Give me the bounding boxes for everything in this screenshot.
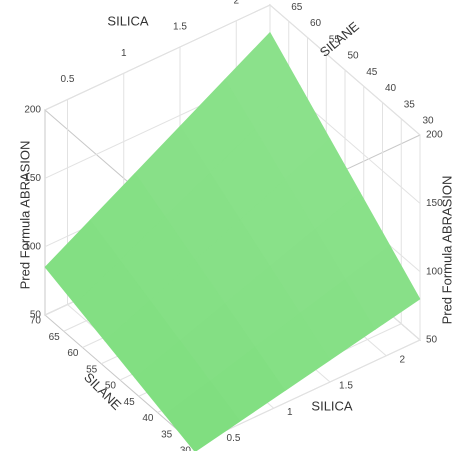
z-tick-label: 150 bbox=[24, 173, 41, 184]
x-tick-label: 0.5 bbox=[61, 74, 75, 85]
z-tick-label: 50 bbox=[30, 310, 42, 321]
x-tick-label: 0.5 bbox=[227, 433, 241, 444]
y-tick-label: 35 bbox=[161, 429, 173, 440]
x-tick-label: 2 bbox=[399, 354, 405, 365]
y-tick-label: 50 bbox=[347, 51, 359, 62]
x-tick-label: 1.5 bbox=[173, 22, 187, 33]
y-tick-label: 65 bbox=[49, 332, 61, 343]
axis-title-x: SILICA bbox=[107, 13, 149, 28]
y-tick-label: 65 bbox=[291, 2, 303, 13]
y-tick-label: 40 bbox=[385, 83, 397, 94]
grid-line bbox=[44, 4, 271, 111]
y-tick-label: 50 bbox=[105, 381, 117, 392]
x-tick-label: 1 bbox=[121, 48, 127, 59]
y-tick-label: 35 bbox=[404, 99, 416, 110]
y-tick-label: 70 bbox=[30, 316, 42, 327]
y-tick-label: 45 bbox=[366, 67, 378, 78]
axis-title-x: SILICA bbox=[311, 398, 353, 413]
x-tick-label: 2 bbox=[233, 0, 239, 6]
z-tick-label: 150 bbox=[426, 198, 443, 209]
z-tick-label: 100 bbox=[426, 266, 443, 277]
z-tick-label: 200 bbox=[426, 130, 443, 141]
y-tick-label: 30 bbox=[180, 446, 192, 451]
x-tick-label: 1 bbox=[287, 407, 293, 418]
y-tick-label: 30 bbox=[422, 116, 434, 127]
surface bbox=[44, 31, 421, 451]
surface-cell bbox=[164, 380, 241, 451]
grid-line bbox=[194, 339, 421, 446]
z-tick-label: 100 bbox=[24, 241, 41, 252]
y-tick-label: 45 bbox=[124, 397, 136, 408]
axis-title-z: Pred Formula ABRASION bbox=[17, 141, 32, 290]
y-tick-label: 40 bbox=[142, 413, 154, 424]
z-tick-label: 200 bbox=[24, 105, 41, 116]
y-tick-label: 55 bbox=[86, 364, 98, 375]
x-tick-label: 1.5 bbox=[339, 381, 353, 392]
y-tick-label: 60 bbox=[67, 348, 79, 359]
y-tick-label: 60 bbox=[310, 18, 322, 29]
axis-title-z: Pred Formula ABRASION bbox=[439, 176, 454, 325]
z-tick-label: 50 bbox=[426, 335, 438, 346]
y-tick-label: 55 bbox=[329, 34, 341, 45]
axis-title-y: SILANE bbox=[81, 370, 125, 414]
